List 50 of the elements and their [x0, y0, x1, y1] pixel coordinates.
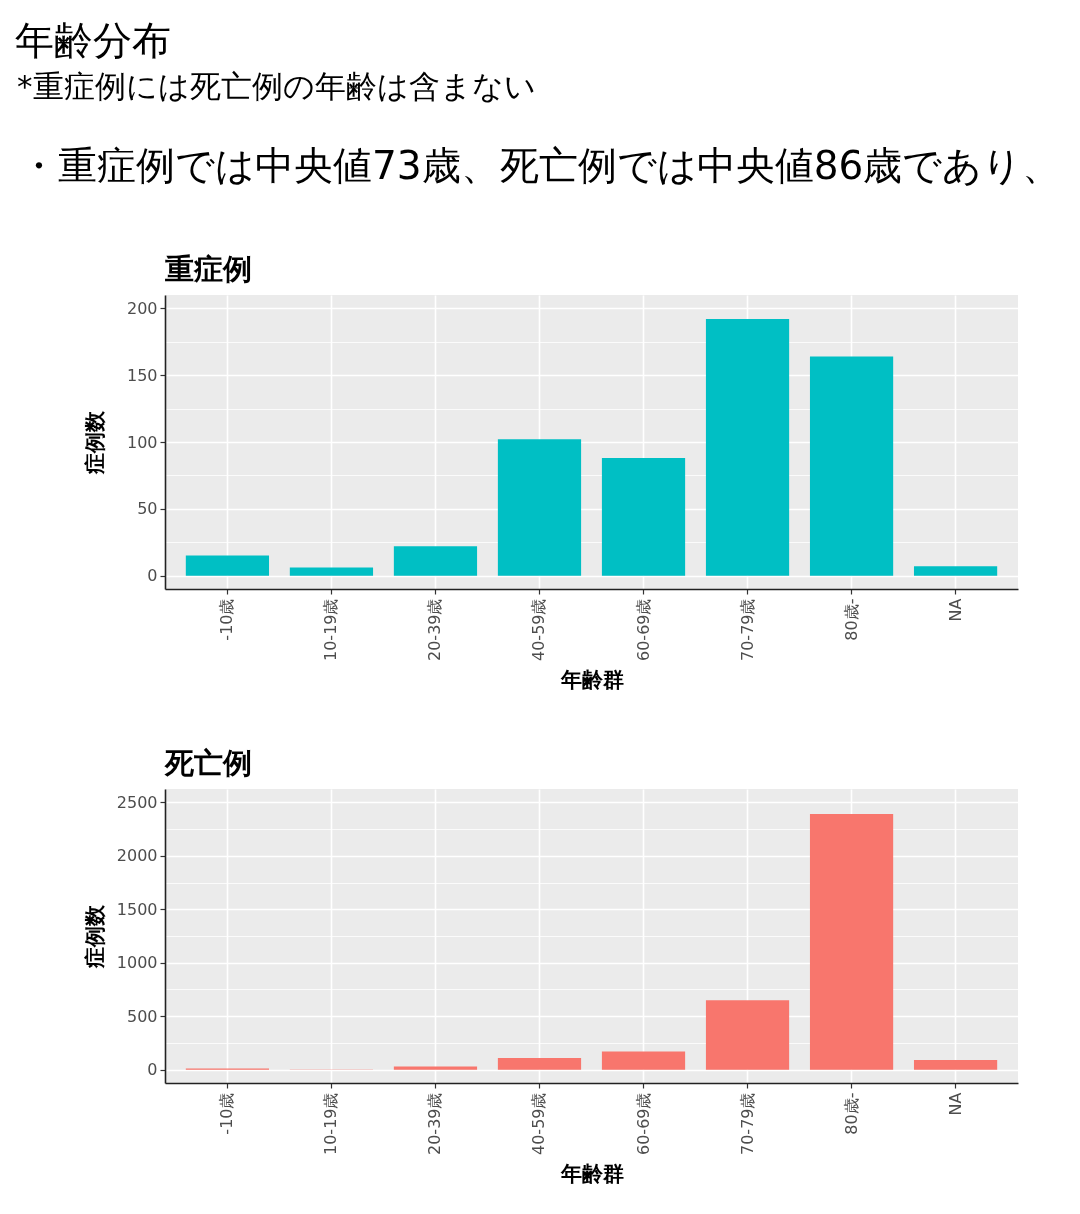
x-tick-label: NA: [945, 1092, 965, 1116]
x-tick-label: 80歳-: [841, 1092, 861, 1135]
bar: [393, 1066, 478, 1070]
chart-title: 重症例: [164, 252, 252, 286]
bar: [809, 814, 894, 1070]
x-tick-label: 70-79歳: [737, 598, 757, 661]
y-tick-label: 0: [147, 1060, 158, 1080]
y-tick-label: 500: [126, 1006, 158, 1026]
bar: [497, 439, 582, 576]
x-tick-label: 20-39歳: [425, 1092, 445, 1155]
bar: [601, 458, 686, 576]
x-axis-title: 年齢群: [559, 1161, 624, 1186]
x-tick-label: 60-69歳: [633, 1092, 653, 1155]
y-axis-title: 症例数: [82, 410, 107, 475]
bar: [913, 1060, 998, 1070]
x-tick-label: 70-79歳: [737, 1092, 757, 1155]
bar: [705, 319, 790, 576]
y-tick-label: 2000: [116, 846, 158, 866]
bar: [393, 546, 478, 576]
chart-title: 死亡例: [164, 746, 252, 780]
y-tick-label: 0: [147, 566, 158, 586]
x-tick-label: 10-19歳: [321, 598, 341, 661]
y-tick-label: 1500: [116, 899, 158, 919]
y-axis-title: 症例数: [82, 904, 107, 969]
bar: [913, 566, 998, 576]
bar: [185, 555, 270, 576]
x-tick-label: -10歳: [217, 598, 237, 641]
bar: [705, 1000, 790, 1070]
x-axis-title: 年齢群: [559, 667, 624, 692]
x-tick-label: 10-19歳: [321, 1092, 341, 1155]
y-tick-label: 200: [126, 298, 158, 318]
bar: [809, 356, 894, 576]
x-tick-label: 40-59歳: [529, 598, 549, 661]
x-tick-label: -10歳: [217, 1092, 237, 1135]
bar: [601, 1051, 686, 1070]
x-tick-label: NA: [945, 598, 965, 622]
text: *重症例には死亡例の年齢は含まない: [17, 68, 536, 104]
y-tick-label: 2500: [116, 792, 158, 812]
x-tick-label: 20-39歳: [425, 598, 445, 661]
bar: [289, 567, 374, 576]
text: ・重症例では中央値73歳、死亡例では中央値86歳であり、: [19, 143, 1062, 188]
y-tick-label: 1000: [116, 953, 158, 973]
x-tick-label: 80歳-: [841, 598, 861, 641]
x-tick-label: 60-69歳: [633, 598, 653, 661]
bar: [497, 1057, 582, 1070]
y-tick-label: 50: [137, 499, 158, 519]
y-tick-label: 150: [126, 365, 158, 385]
y-tick-label: 100: [126, 432, 158, 452]
text: 年齢分布: [15, 18, 171, 63]
x-tick-label: 40-59歳: [529, 1092, 549, 1155]
